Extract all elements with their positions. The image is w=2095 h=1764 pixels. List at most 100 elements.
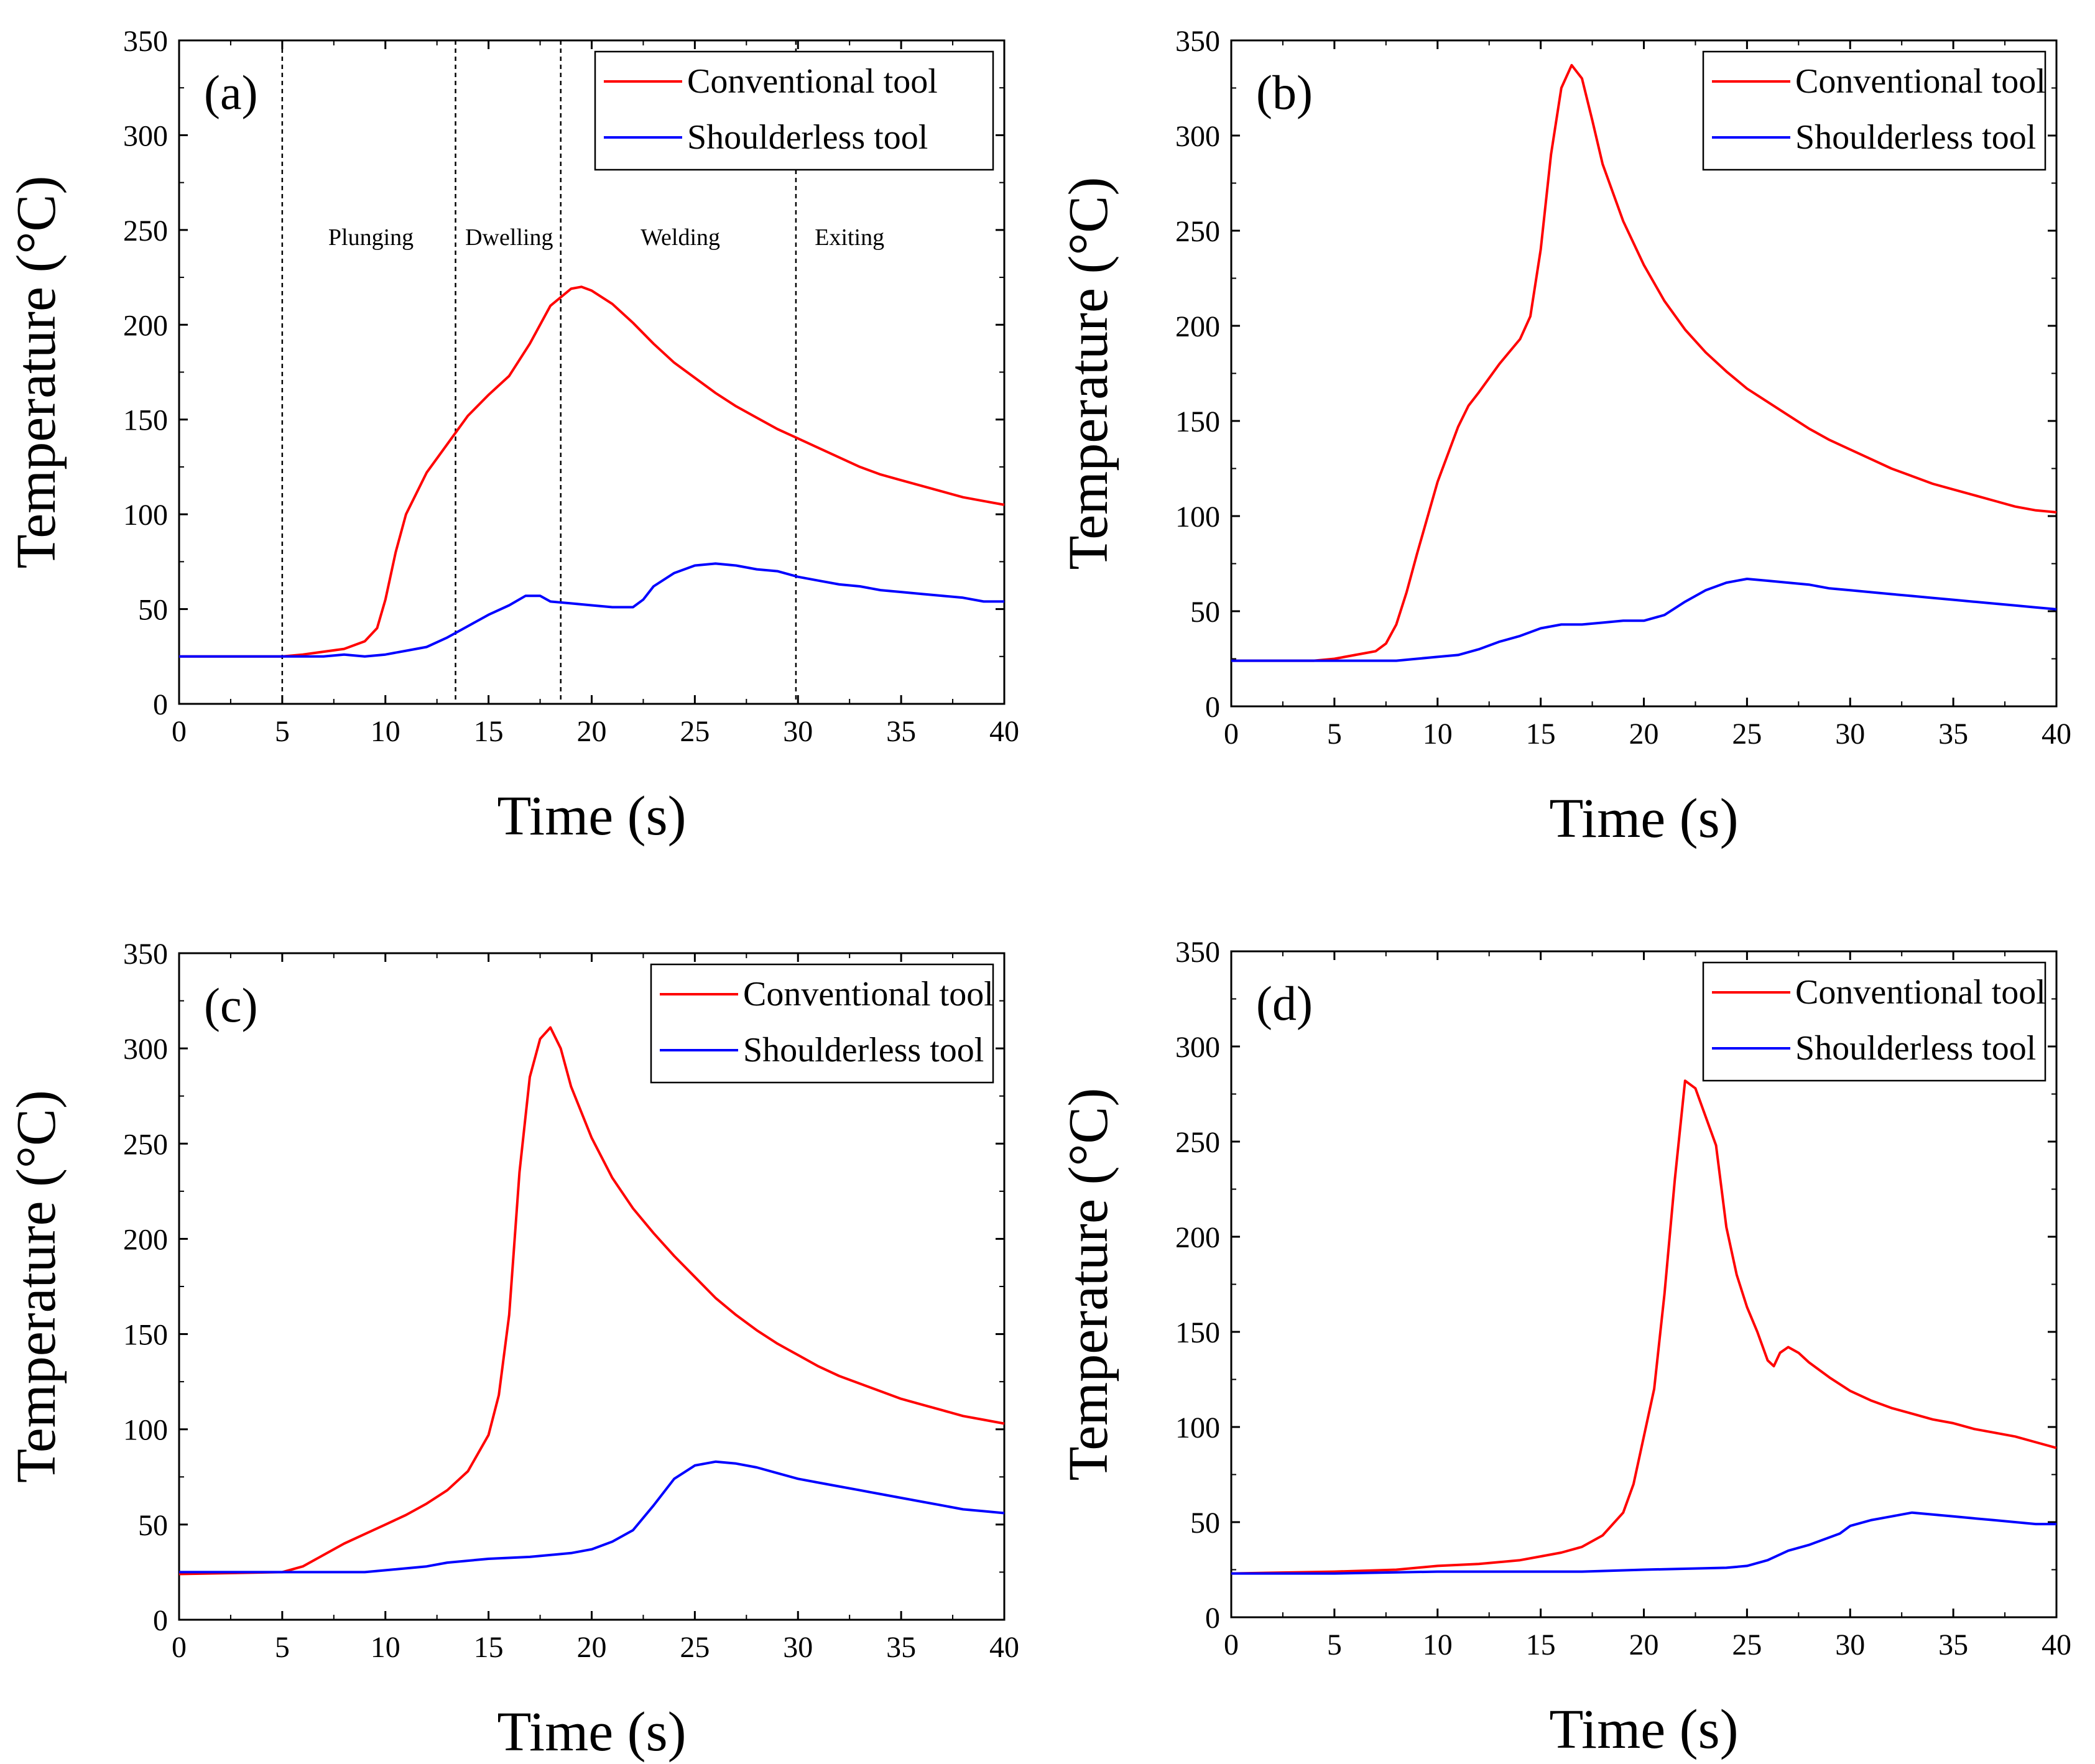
legend-box — [650, 963, 994, 1084]
x-tick-label: 30 — [783, 715, 813, 748]
y-tick-label: 100 — [1175, 1411, 1220, 1444]
x-tick-label: 25 — [1732, 1628, 1762, 1661]
x-tick-label: 30 — [1835, 718, 1865, 750]
y-tick-label: 250 — [1175, 215, 1220, 248]
series-line-conventional — [1231, 63, 2057, 662]
legend-label: Shoulderless tool — [687, 118, 928, 157]
y-tick-label: 150 — [123, 404, 168, 437]
panel-c: 0 5 10 15 20 25 30 35 40 0 50 100 150 200 250 300 350 Tim… — [6, 938, 1019, 1763]
x-tick-label: 40 — [2042, 1628, 2071, 1661]
y-tick-label: 50 — [1190, 1507, 1220, 1540]
y-tick-label: 300 — [123, 1033, 168, 1066]
series-line-shoulderless — [1231, 578, 2057, 662]
x-tick-label: 0 — [1224, 718, 1239, 750]
x-tick-label: 10 — [1423, 1628, 1453, 1661]
legend-label: Shoulderless tool — [743, 1031, 984, 1069]
legend-box — [594, 50, 994, 171]
phase-label: Exiting — [815, 224, 884, 251]
legend-box — [1702, 961, 2046, 1082]
x-tick-label: 35 — [886, 715, 916, 748]
y-axis-title: Temperature (°C) — [6, 176, 67, 569]
x-tick-label: 5 — [1327, 718, 1342, 750]
panel-label: (d) — [1256, 976, 1313, 1030]
legend: Conventional tool Shoulderless tool — [1702, 50, 2046, 171]
y-tick-label: 50 — [138, 1509, 168, 1542]
x-axis-title: Time (s) — [1549, 788, 1738, 849]
y-tick-label: 350 — [1175, 25, 1220, 58]
y-tick-label: 200 — [1175, 1221, 1220, 1254]
x-tick-label: 40 — [989, 1631, 1019, 1664]
y-tick-label: 250 — [123, 215, 168, 247]
x-tick-label: 35 — [886, 1631, 916, 1664]
y-tick-label: 150 — [1175, 1316, 1220, 1349]
x-axis-title: Time (s) — [497, 785, 686, 847]
x-tick-label: 30 — [783, 1631, 813, 1664]
legend: Conventional tool Shoulderless tool — [1702, 961, 2046, 1082]
x-tick-label: 25 — [680, 1631, 710, 1664]
x-tick-label: 10 — [371, 715, 400, 748]
y-tick-label: 200 — [123, 309, 168, 342]
x-tick-label: 20 — [1629, 718, 1659, 750]
x-tick-label: 5 — [275, 1631, 290, 1664]
legend-label: Shoulderless tool — [1795, 1029, 2036, 1068]
legend-label: Conventional tool — [1795, 62, 2046, 101]
x-tick-label: 10 — [1423, 718, 1453, 750]
y-axis-title: Temperature (°C) — [1058, 177, 1119, 570]
legend-box — [1702, 50, 2046, 171]
x-tick-label: 10 — [371, 1631, 400, 1664]
series-line-conventional — [179, 285, 1005, 658]
y-tick-label: 350 — [123, 938, 168, 971]
x-tick-label: 25 — [1732, 718, 1762, 750]
x-tick-label: 20 — [577, 1631, 607, 1664]
y-tick-label: 0 — [153, 688, 168, 721]
x-tick-label: 35 — [1938, 1628, 1968, 1661]
x-tick-label: 20 — [1629, 1628, 1659, 1661]
y-tick-label: 350 — [1175, 936, 1220, 969]
y-tick-label: 300 — [1175, 120, 1220, 153]
x-axis-title: Time (s) — [1549, 1699, 1738, 1760]
legend: Conventional tool Shoulderless tool — [594, 50, 994, 171]
y-axis-title: Temperature (°C) — [1058, 1088, 1119, 1481]
x-tick-label: 15 — [474, 1631, 504, 1664]
series-line-conventional — [178, 1026, 1005, 1576]
y-tick-label: 150 — [1175, 405, 1220, 438]
y-tick-label: 250 — [1175, 1126, 1220, 1159]
y-tick-label: 350 — [123, 25, 168, 58]
panel-label: (b) — [1256, 65, 1313, 119]
panel-label: (c) — [204, 978, 258, 1032]
legend-label: Conventional tool — [687, 62, 938, 101]
y-tick-label: 0 — [153, 1604, 168, 1637]
x-tick-label: 15 — [1526, 718, 1556, 750]
series-line-conventional — [1231, 1079, 2057, 1575]
y-tick-label: 50 — [1190, 596, 1220, 629]
x-tick-label: 5 — [1327, 1628, 1342, 1661]
y-tick-label: 200 — [1175, 310, 1220, 343]
legend-label: Conventional tool — [743, 975, 994, 1014]
y-tick-label: 150 — [123, 1319, 168, 1352]
y-tick-label: 300 — [1175, 1031, 1220, 1064]
x-tick-label: 40 — [989, 715, 1019, 748]
x-tick-label: 0 — [1224, 1628, 1239, 1661]
series-line-shoulderless — [1231, 1511, 2056, 1575]
phase-label: Plunging — [328, 224, 414, 251]
legend: Conventional tool Shoulderless tool — [650, 963, 994, 1084]
y-axis-title: Temperature (°C) — [6, 1090, 67, 1483]
y-tick-label: 0 — [1205, 691, 1220, 724]
x-tick-label: 0 — [172, 715, 187, 748]
y-tick-label: 300 — [123, 119, 168, 152]
legend-label: Conventional tool — [1795, 973, 2046, 1012]
x-tick-label: 15 — [1526, 1628, 1556, 1661]
y-tick-label: 50 — [138, 594, 168, 627]
phase-label: Dwelling — [465, 224, 553, 251]
phase-label: Welding — [641, 224, 720, 251]
y-tick-label: 100 — [123, 499, 168, 532]
x-tick-label: 0 — [172, 1631, 187, 1664]
panel-label: (a) — [204, 65, 258, 119]
x-axis-title: Time (s) — [497, 1701, 686, 1763]
x-tick-label: 15 — [474, 715, 504, 748]
series-line-shoulderless — [179, 1460, 1005, 1574]
x-tick-label: 40 — [2042, 718, 2071, 750]
panel-a: 0 5 10 15 20 25 30 35 40 0 50 100 150 200 250 300 350 Tim… — [6, 25, 1019, 847]
y-tick-label: 100 — [1175, 501, 1220, 533]
